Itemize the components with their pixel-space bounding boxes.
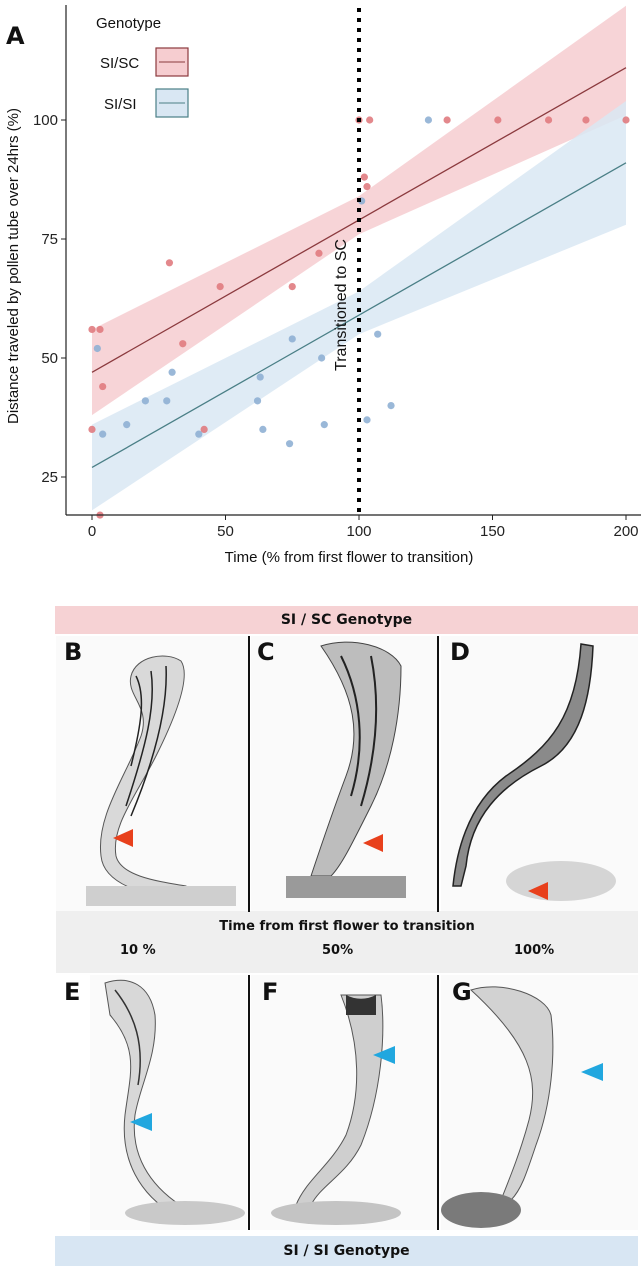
panel-letter-b: B	[64, 638, 83, 666]
x-tick-label-50: 50	[217, 523, 234, 540]
data-point-si-si-5	[168, 368, 176, 376]
legend-title: Genotype	[96, 15, 161, 32]
y-axis-label: Distance traveled by pollen tube over 24…	[5, 108, 22, 424]
panel-e-image	[90, 975, 247, 1230]
data-point-si-sc-18	[622, 116, 630, 124]
data-point-si-si-2	[123, 421, 131, 429]
time-axis-title: Time from first flower to transition	[219, 919, 475, 934]
data-point-si-sc-15	[494, 116, 502, 124]
panel-c-image	[251, 636, 438, 912]
blue-arrowhead-e	[130, 1113, 152, 1131]
data-point-si-sc-4	[165, 259, 174, 267]
data-point-si-si-18	[424, 116, 433, 124]
time-value-100: 100%	[514, 943, 555, 958]
x-tick-label-150: 150	[480, 523, 505, 540]
data-point-si-sc-3	[88, 425, 96, 433]
panel-f-image	[251, 975, 438, 1230]
pollen-tube-image-e	[104, 979, 245, 1225]
pollen-tube-image-c	[286, 641, 406, 898]
data-point-si-si-16	[374, 330, 382, 338]
data-point-si-sc-9	[315, 249, 323, 257]
y-tick-label-100: 100	[33, 112, 58, 129]
data-point-si-si-7	[253, 397, 262, 405]
data-point-si-si-3	[141, 397, 149, 405]
data-point-si-si-4	[163, 397, 171, 405]
panel-letter-f: F	[262, 978, 279, 1006]
banner-si-si-genotype: SI / SI Genotype	[55, 1236, 638, 1266]
pollen-tube-image-g	[441, 986, 603, 1228]
scatter-chart: Transitioned to SC 25 50 75 100 0 50 100 150 20…	[5, 5, 641, 566]
data-point-si-si-13	[320, 421, 328, 429]
data-point-si-si-6	[195, 430, 203, 438]
data-point-si-si-15	[363, 416, 371, 424]
time-value-10: 10 %	[120, 943, 156, 958]
pollen-tube-image-b	[86, 655, 236, 906]
data-point-si-si-8	[256, 373, 264, 381]
data-point-si-sc-17	[582, 116, 590, 124]
data-point-si-sc-1	[96, 325, 104, 334]
time-value-50: 50%	[322, 943, 354, 958]
legend: Genotype SI/SC SI/SI	[96, 15, 189, 118]
data-point-si-sc-0	[88, 325, 96, 334]
data-point-si-si-17	[387, 402, 395, 410]
data-point-si-sc-14	[443, 116, 451, 124]
data-point-si-sc-11	[366, 116, 374, 124]
divider-fg	[437, 975, 439, 1230]
red-arrowhead-c	[363, 834, 383, 852]
confidence-band-si-si	[92, 100, 626, 511]
blue-arrowhead-g	[581, 1063, 603, 1081]
divider-bc	[248, 636, 250, 912]
data-point-si-sc-6	[200, 425, 208, 433]
panel-b-image	[56, 636, 248, 912]
data-point-si-si-0	[93, 344, 101, 353]
fit-line-si-si	[91, 162, 627, 469]
time-band: Time from first flower to transition 10 …	[56, 911, 638, 973]
panel-g-image	[441, 975, 638, 1230]
data-point-si-sc-7	[216, 283, 224, 291]
data-point-si-sc-13	[363, 183, 371, 191]
panel-letter-a: A	[6, 22, 25, 50]
y-tick-label-25: 25	[41, 469, 58, 486]
divider-ef	[248, 975, 250, 1230]
x-axis-label: Time (% from first flower to transition)	[225, 549, 474, 566]
x-tick-label-0: 0	[88, 523, 96, 540]
y-tick-label-50: 50	[41, 350, 58, 367]
data-point-si-si-12	[318, 354, 326, 362]
x-tick-label-100: 100	[346, 523, 371, 540]
divider-cd	[437, 636, 439, 912]
red-arrowhead-b	[113, 829, 133, 847]
panel-letter-c: C	[257, 638, 275, 666]
pollen-tube-image-f	[271, 994, 401, 1225]
panel-letter-e: E	[64, 978, 81, 1006]
panel-letter-g: G	[452, 978, 472, 1006]
x-tick-label-200: 200	[613, 523, 638, 540]
data-point-si-sc-5	[179, 340, 187, 348]
data-point-si-si-10	[285, 440, 294, 448]
transition-annotation: Transitioned to SC	[333, 239, 350, 371]
data-point-si-sc-2	[99, 382, 107, 391]
data-point-si-sc-12	[360, 173, 368, 181]
data-point-si-sc-8	[288, 283, 296, 291]
y-tick-label-75: 75	[41, 231, 58, 248]
panel-letter-d: D	[450, 638, 470, 666]
banner-si-sc-genotype: SI / SC Genotype	[55, 606, 638, 634]
data-point-si-si-1	[99, 430, 107, 438]
panel-d-image	[441, 636, 638, 912]
legend-label-si-sc: SI/SC	[100, 55, 139, 72]
data-point-si-si-11	[288, 335, 296, 343]
red-arrowhead-d	[528, 882, 548, 900]
pollen-tube-image-d	[452, 643, 616, 901]
data-point-si-sc-16	[544, 116, 553, 124]
legend-label-si-si: SI/SI	[104, 96, 137, 113]
blue-arrowhead-f	[373, 1046, 395, 1064]
data-point-si-si-9	[259, 425, 267, 433]
